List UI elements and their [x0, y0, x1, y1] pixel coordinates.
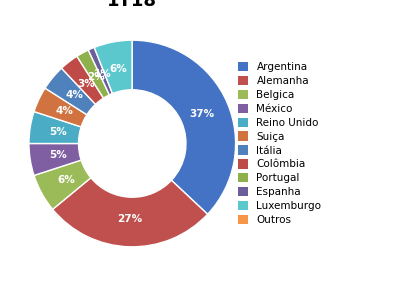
Text: 4%: 4%	[65, 90, 83, 100]
Wedge shape	[45, 68, 96, 115]
Text: 27%: 27%	[117, 214, 142, 224]
Wedge shape	[132, 40, 236, 214]
Wedge shape	[34, 160, 91, 209]
Wedge shape	[34, 88, 87, 127]
Legend: Argentina, Alemanha, Belgica, México, Reino Unido, Suiça, Itália, Colômbia, Port: Argentina, Alemanha, Belgica, México, Re…	[236, 60, 324, 227]
Text: 4%: 4%	[55, 106, 73, 117]
Text: 5%: 5%	[49, 150, 67, 160]
Text: 2%: 2%	[87, 72, 105, 82]
Text: 37%: 37%	[189, 108, 214, 119]
Wedge shape	[53, 178, 208, 247]
Wedge shape	[29, 144, 81, 175]
Text: 6%: 6%	[109, 64, 127, 74]
Text: 6%: 6%	[57, 175, 75, 185]
Text: 5%: 5%	[49, 127, 67, 137]
Text: 3%: 3%	[77, 79, 95, 89]
Wedge shape	[77, 50, 109, 98]
Wedge shape	[61, 56, 103, 104]
Text: 1%: 1%	[94, 69, 111, 79]
Title: 1T18: 1T18	[107, 0, 157, 10]
Wedge shape	[88, 47, 112, 95]
Wedge shape	[94, 40, 132, 94]
Wedge shape	[29, 112, 81, 144]
